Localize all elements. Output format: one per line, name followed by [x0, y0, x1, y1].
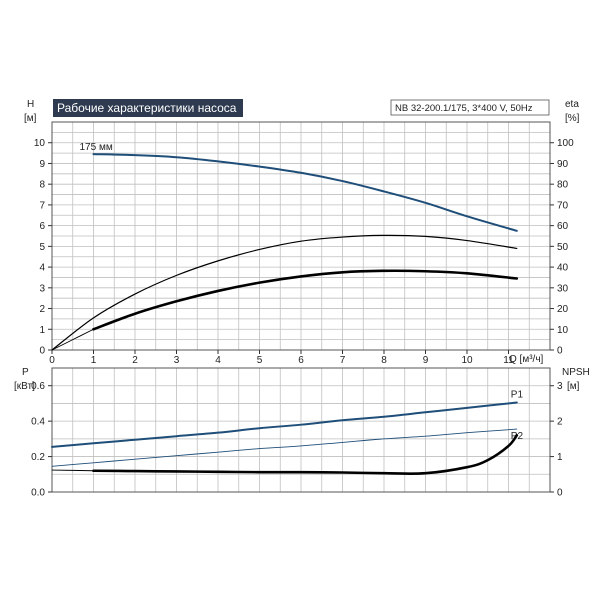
upper-right-tick-label: 20	[557, 304, 569, 315]
lower-right-tick-label: 0	[557, 488, 563, 499]
upper-x-tick-label: 10	[461, 355, 473, 366]
upper-x-tick-label: 7	[340, 355, 346, 366]
lower-left-tick-label: 0.6	[31, 381, 45, 392]
model-label-box	[390, 99, 550, 116]
lower-left-tick-label: 0.4	[31, 417, 45, 428]
upper-x-tick-label: 4	[215, 355, 221, 366]
upper-left-tick-label: 7	[39, 200, 45, 211]
upper-left-tick-label: 9	[39, 159, 45, 170]
upper-left-tick-label: 8	[39, 180, 45, 191]
q-axis-label: Q [м³/ч]	[509, 354, 544, 365]
upper-right-tick-label: 80	[557, 180, 569, 191]
upper-x-tick-label: 0	[49, 355, 55, 366]
upper-right-tick-label: 70	[557, 200, 569, 211]
lower-left-tick-label: 0.2	[31, 452, 45, 463]
upper-x-tick-label: 3	[174, 355, 180, 366]
upper-right-tick-label: 100	[557, 138, 574, 149]
upper-right-tick-label: 10	[557, 325, 569, 336]
chart-title: Рабочие характеристики насоса	[57, 101, 237, 115]
h-axis-title: H	[27, 99, 34, 110]
lower-right-tick-label: 1	[557, 452, 563, 463]
upper-left-tick-label: 6	[39, 221, 45, 232]
upper-x-tick-label: 1	[91, 355, 97, 366]
upper-left-tick-label: 5	[39, 242, 45, 253]
upper-series-line-0	[92, 153, 518, 232]
upper-series-label: 175 мм	[80, 142, 113, 153]
upper-left-tick-label: 1	[39, 325, 45, 336]
upper-series-line-3	[51, 328, 94, 351]
upper-right-tick-label: 50	[557, 242, 569, 253]
lower-plot-frame	[51, 367, 551, 493]
upper-right-tick-label: 90	[557, 159, 569, 170]
upper-right-tick-label: 60	[557, 221, 569, 232]
upper-x-tick-label: 5	[257, 355, 263, 366]
chart-title-box	[53, 99, 243, 117]
lower-series-line-1	[51, 428, 518, 467]
upper-x-tick-label: 8	[381, 355, 387, 366]
eta-axis-unit: [%]	[565, 113, 580, 124]
upper-x-tick-label: 6	[298, 355, 304, 366]
h-axis-unit: [м]	[24, 113, 37, 124]
upper-x-tick-label: 2	[132, 355, 138, 366]
upper-x-tick-label: 9	[423, 355, 429, 366]
lower-right-tick-label: 2	[557, 417, 563, 428]
lower-left-tick-label: 0.0	[31, 488, 45, 499]
upper-left-tick-label: 0	[39, 346, 45, 357]
upper-series-line-2	[92, 269, 519, 331]
upper-right-tick-label: 30	[557, 283, 569, 294]
lower-series-line-2	[92, 434, 519, 475]
lower-series-line-3	[51, 469, 94, 472]
upper-series-line-1	[51, 234, 518, 351]
p-axis-title: P	[22, 367, 29, 378]
upper-right-tick-label: 0	[557, 346, 563, 357]
lower-right-tick-label: 3	[557, 381, 563, 392]
eta-axis-title: eta	[565, 99, 579, 110]
npsh-axis-title: NPSH	[562, 367, 590, 378]
lower-series-line-0	[51, 401, 518, 448]
npsh-axis-unit: [м]	[567, 381, 580, 392]
upper-left-tick-label: 4	[39, 263, 45, 274]
upper-right-tick-label: 40	[557, 263, 569, 274]
upper-left-tick-label: 10	[34, 138, 46, 149]
lower-series-label: P1	[511, 390, 524, 401]
upper-left-tick-label: 2	[39, 304, 45, 315]
upper-x-tick-label: 11	[503, 355, 514, 366]
upper-left-tick-label: 3	[39, 283, 45, 294]
model-label: NB 32-200.1/175, 3*400 V, 50Hz	[395, 103, 533, 114]
p-axis-unit: [кВт]	[14, 381, 35, 392]
